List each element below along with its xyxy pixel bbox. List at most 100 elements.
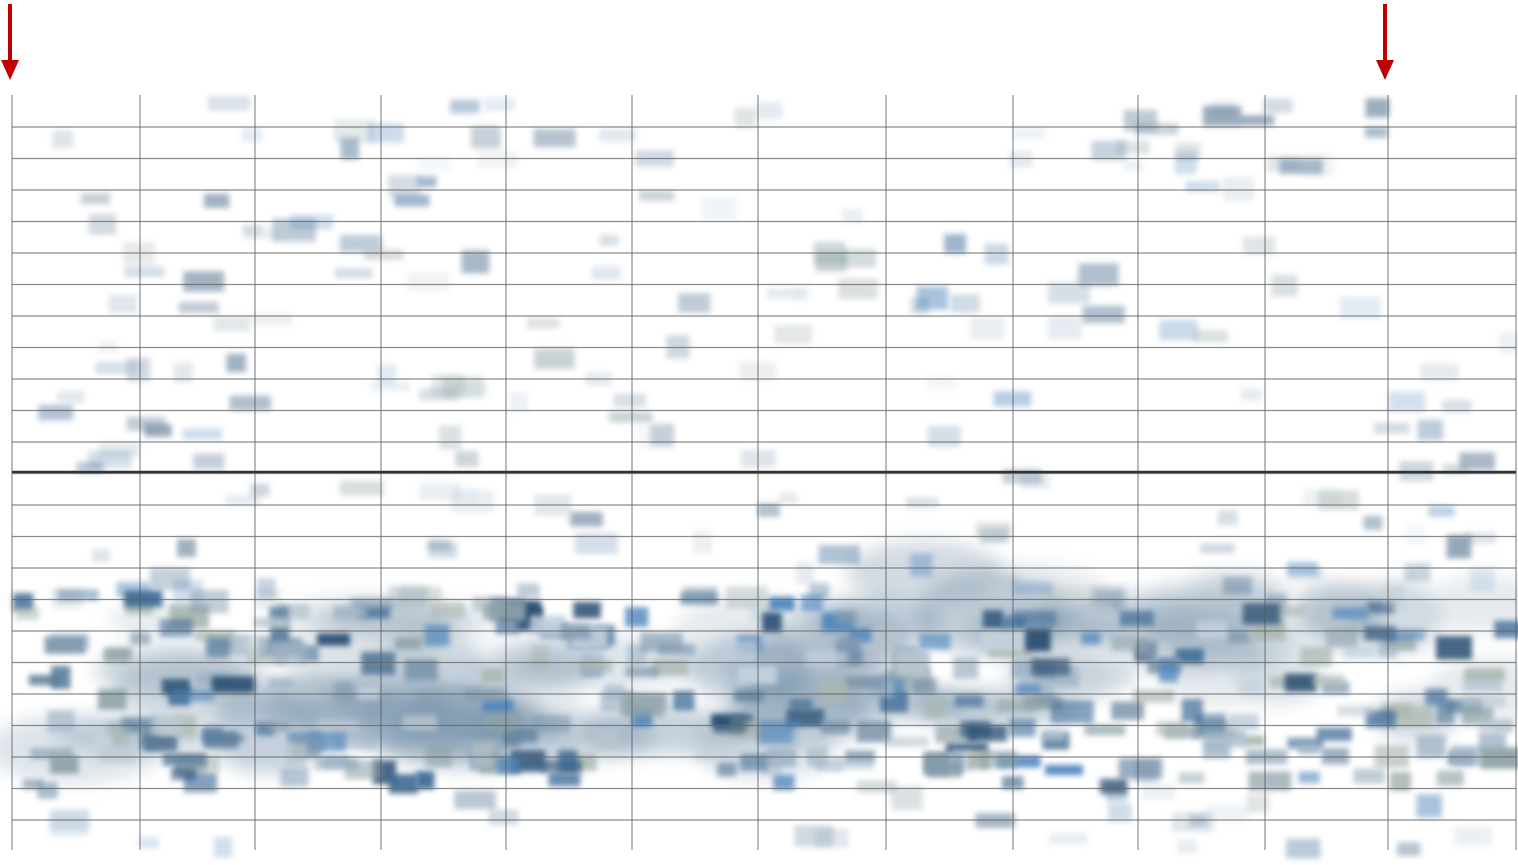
- patch: [363, 249, 404, 260]
- patch: [910, 553, 933, 577]
- patch: [57, 589, 99, 601]
- patch: [1470, 568, 1495, 592]
- patch: [570, 511, 603, 527]
- patch: [509, 391, 529, 412]
- patch: [885, 736, 929, 747]
- patch: [193, 453, 225, 470]
- patch: [897, 651, 926, 676]
- patch: [461, 250, 490, 274]
- patch: [1118, 758, 1163, 779]
- patch: [93, 731, 115, 751]
- patch: [1025, 628, 1051, 652]
- patch: [905, 497, 939, 509]
- patch: [450, 99, 480, 114]
- patch: [1117, 140, 1150, 155]
- patch: [49, 755, 79, 774]
- patch: [608, 411, 653, 423]
- patch: [1388, 391, 1426, 412]
- patch: [477, 150, 518, 169]
- patch: [924, 752, 964, 774]
- patch: [1050, 700, 1094, 724]
- patch: [625, 666, 659, 677]
- patch: [1417, 419, 1444, 441]
- band-haze: [1430, 574, 1518, 634]
- patch: [625, 607, 649, 627]
- patch: [719, 640, 758, 664]
- patch: [333, 606, 367, 620]
- patch: [919, 633, 951, 650]
- patch: [1084, 724, 1126, 736]
- patch: [1271, 274, 1298, 297]
- arrow-head: [1, 60, 19, 80]
- patch: [779, 492, 798, 504]
- patch: [595, 729, 619, 748]
- patch: [177, 538, 196, 558]
- patch: [483, 97, 516, 112]
- patch: [190, 589, 229, 614]
- patch: [483, 711, 519, 731]
- patch: [138, 837, 160, 849]
- patch: [925, 699, 944, 719]
- patch: [361, 651, 396, 676]
- patch: [388, 774, 419, 794]
- patch: [418, 482, 461, 501]
- patch: [981, 630, 1026, 652]
- patch: [1197, 621, 1227, 639]
- patch: [530, 645, 550, 669]
- patch: [171, 767, 197, 781]
- patch: [13, 593, 34, 612]
- patch: [717, 762, 737, 777]
- patch: [333, 681, 353, 703]
- patch: [1425, 688, 1448, 706]
- patch: [1081, 632, 1101, 645]
- patch: [1374, 422, 1410, 434]
- patch: [725, 586, 769, 609]
- patch: [15, 606, 40, 620]
- patch: [1078, 263, 1119, 286]
- patch: [534, 348, 575, 369]
- patch: [1436, 770, 1464, 786]
- patch: [178, 301, 219, 314]
- patch: [1012, 126, 1046, 140]
- patch: [482, 604, 525, 620]
- patch: [529, 615, 566, 634]
- patch: [339, 234, 382, 253]
- patch: [1217, 509, 1238, 526]
- patch: [682, 586, 717, 602]
- patch: [251, 313, 293, 326]
- patch: [339, 480, 384, 496]
- patch: [450, 490, 495, 513]
- patch: [1082, 305, 1125, 324]
- patch: [591, 266, 621, 280]
- patch: [677, 293, 711, 313]
- patch: [944, 234, 967, 254]
- patch: [438, 425, 462, 450]
- patch: [1175, 648, 1204, 664]
- patch: [950, 294, 980, 313]
- patch: [111, 726, 130, 746]
- patch: [1263, 98, 1293, 114]
- patch: [1008, 151, 1033, 168]
- patch: [1343, 645, 1376, 659]
- patch: [1205, 804, 1249, 822]
- patch: [367, 123, 405, 143]
- patch: [868, 592, 898, 609]
- patch: [402, 714, 438, 731]
- patch: [1036, 692, 1056, 705]
- patch: [268, 678, 294, 690]
- patch: [1159, 319, 1198, 341]
- patch: [97, 688, 127, 710]
- patch: [794, 825, 834, 847]
- patch: [497, 756, 521, 774]
- patch: [1155, 720, 1187, 736]
- patch: [1480, 747, 1518, 769]
- patch: [256, 577, 276, 600]
- patch: [446, 666, 483, 682]
- patch: [1047, 282, 1091, 304]
- patch: [1174, 151, 1197, 175]
- patch: [1001, 616, 1026, 629]
- patch: [1045, 764, 1083, 776]
- patch: [789, 698, 813, 710]
- patch: [1241, 388, 1262, 401]
